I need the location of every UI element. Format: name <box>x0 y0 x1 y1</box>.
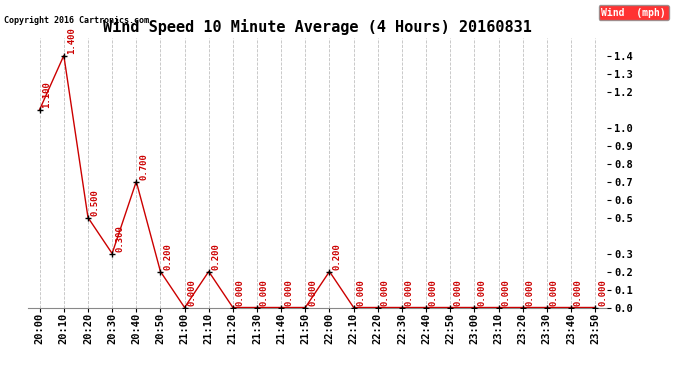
Text: 0.000: 0.000 <box>429 279 438 306</box>
Text: 0.200: 0.200 <box>164 243 172 270</box>
Text: Copyright 2016 Cartronics.com: Copyright 2016 Cartronics.com <box>4 16 150 25</box>
Text: 0.200: 0.200 <box>212 243 221 270</box>
Text: 0.300: 0.300 <box>115 225 124 252</box>
Text: 0.000: 0.000 <box>188 279 197 306</box>
Legend: Wind  (mph): Wind (mph) <box>598 4 669 20</box>
Text: 0.000: 0.000 <box>405 279 414 306</box>
Text: 0.000: 0.000 <box>598 279 607 306</box>
Text: 0.000: 0.000 <box>477 279 486 306</box>
Text: 0.000: 0.000 <box>502 279 511 306</box>
Text: 1.400: 1.400 <box>67 27 76 54</box>
Text: 0.200: 0.200 <box>333 243 342 270</box>
Text: 0.000: 0.000 <box>236 279 245 306</box>
Text: 0.000: 0.000 <box>260 279 269 306</box>
Text: 0.500: 0.500 <box>91 189 100 216</box>
Text: 0.000: 0.000 <box>308 279 317 306</box>
Title: Wind Speed 10 Minute Average (4 Hours) 20160831: Wind Speed 10 Minute Average (4 Hours) 2… <box>103 19 532 35</box>
Text: 1.100: 1.100 <box>43 81 52 108</box>
Text: 0.000: 0.000 <box>453 279 462 306</box>
Text: 0.000: 0.000 <box>357 279 366 306</box>
Text: 0.000: 0.000 <box>526 279 535 306</box>
Text: 0.000: 0.000 <box>550 279 559 306</box>
Text: 0.000: 0.000 <box>284 279 293 306</box>
Text: 0.700: 0.700 <box>139 153 148 180</box>
Text: 0.000: 0.000 <box>381 279 390 306</box>
Text: 0.000: 0.000 <box>574 279 583 306</box>
